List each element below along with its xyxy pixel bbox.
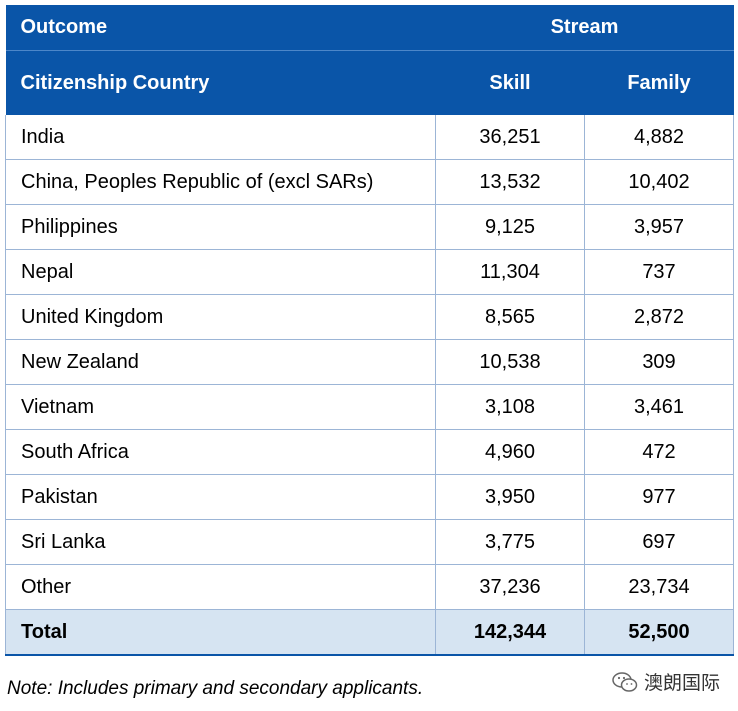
cell-family: 4,882: [584, 115, 734, 160]
cell-country: Vietnam: [5, 384, 436, 430]
table-row: New Zealand 10,538 309: [5, 339, 734, 385]
total-label: Total: [5, 609, 436, 656]
watermark-text: 澳朗国际: [643, 673, 720, 694]
cell-family: 737: [584, 249, 734, 295]
cell-country: New Zealand: [5, 339, 436, 385]
cell-family: 472: [584, 429, 734, 475]
cell-skill: 3,108: [435, 384, 585, 430]
cell-country: South Africa: [5, 429, 436, 475]
cell-family: 3,461: [584, 384, 734, 430]
cell-skill: 4,960: [435, 429, 585, 475]
cell-family: 3,957: [584, 204, 734, 250]
table-row: Sri Lanka 3,775 697: [5, 519, 734, 565]
table-row: Vietnam 3,108 3,461: [5, 384, 734, 430]
cell-family: 977: [584, 474, 734, 520]
cell-skill: 3,775: [435, 519, 585, 565]
cell-family: 2,872: [584, 294, 734, 340]
header-row-columns: Citizenship Country Skill Family: [5, 50, 734, 115]
cell-skill: 36,251: [435, 115, 585, 160]
cell-family: 10,402: [584, 159, 734, 205]
table-row: Other 37,236 23,734: [5, 564, 734, 610]
header-citizenship-country: Citizenship Country: [5, 50, 436, 115]
cell-skill: 10,538: [435, 339, 585, 385]
cell-family: 309: [584, 339, 734, 385]
citizenship-table: Outcome Stream Citizenship Country Skill…: [5, 5, 734, 656]
cell-skill: 13,532: [435, 159, 585, 205]
total-skill: 142,344: [435, 609, 585, 656]
table-row: Pakistan 3,950 977: [5, 474, 734, 520]
header-family: Family: [584, 50, 734, 115]
table-row: Philippines 9,125 3,957: [5, 204, 734, 250]
header-outcome: Outcome: [5, 5, 436, 51]
watermark: 澳朗国际: [612, 668, 720, 695]
table-row: South Africa 4,960 472: [5, 429, 734, 475]
table-row: China, Peoples Republic of (excl SARs) 1…: [5, 159, 734, 205]
wechat-icon: [612, 671, 638, 692]
header-row-outcome: Outcome Stream: [5, 5, 734, 51]
cell-country: Sri Lanka: [5, 519, 436, 565]
table-row: United Kingdom 8,565 2,872: [5, 294, 734, 340]
cell-family: 23,734: [584, 564, 734, 610]
cell-country: Nepal: [5, 249, 436, 295]
cell-family: 697: [584, 519, 734, 565]
cell-country: Other: [5, 564, 436, 610]
total-row: Total 142,344 52,500: [5, 609, 734, 656]
cell-country: Pakistan: [5, 474, 436, 520]
cell-country: Philippines: [5, 204, 436, 250]
cell-skill: 8,565: [435, 294, 585, 340]
cell-skill: 37,236: [435, 564, 585, 610]
cell-skill: 11,304: [435, 249, 585, 295]
total-family: 52,500: [584, 609, 734, 656]
table-row: Nepal 11,304 737: [5, 249, 734, 295]
header-stream: Stream: [435, 5, 734, 51]
table-row: India 36,251 4,882: [5, 115, 734, 160]
cell-skill: 3,950: [435, 474, 585, 520]
header-skill: Skill: [435, 50, 585, 115]
cell-skill: 9,125: [435, 204, 585, 250]
cell-country: China, Peoples Republic of (excl SARs): [5, 159, 436, 205]
cell-country: India: [5, 115, 436, 160]
cell-country: United Kingdom: [5, 294, 436, 340]
table-note: Note: Includes primary and secondary app…: [7, 678, 424, 699]
